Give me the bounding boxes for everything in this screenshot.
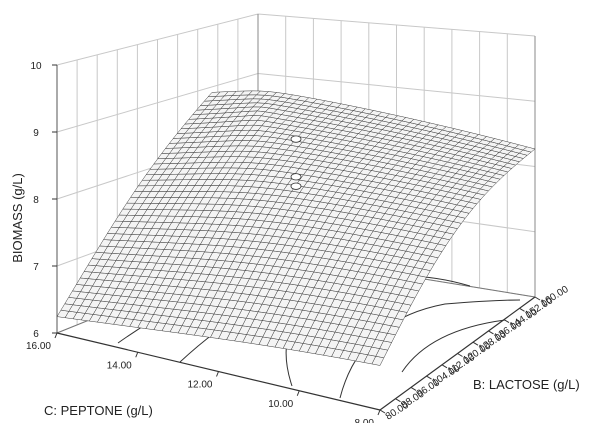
left-wall-hgrid (56, 73, 259, 133)
z-tick-label: 10 (30, 61, 42, 72)
x-tick-mark (395, 398, 401, 403)
y-tick-label: 12.00 (187, 380, 212, 391)
design-point (290, 135, 302, 143)
z-tick-label: 9 (33, 128, 39, 139)
x-axis-title: B: LACTOSE (g/L) (473, 377, 580, 392)
z-tick-label: 6 (33, 329, 39, 340)
surface-cell (522, 146, 536, 153)
design-points (290, 135, 302, 190)
x-tick-mark (410, 386, 417, 391)
y-tick-mark (377, 409, 381, 416)
x-tick-mark (519, 307, 525, 312)
surface-mesh (56, 90, 536, 366)
x-tick-label: 160.00 (539, 284, 571, 310)
z-axis-title: BIOMASS (g/L) (10, 173, 25, 263)
y-tick-mark (54, 332, 58, 339)
left-wall-hgrid (56, 13, 259, 66)
x-tick-mark (426, 375, 432, 380)
right-wall-hgrid (257, 73, 536, 102)
z-tick-label: 8 (33, 195, 39, 206)
x-tick-mark (441, 364, 448, 369)
y-tick-label: 16.00 (26, 341, 51, 352)
y-tick-mark (296, 390, 300, 396)
z-tick-label: 7 (33, 262, 39, 273)
design-point (290, 182, 302, 190)
x-tick-mark (457, 353, 463, 357)
right-wall-hgrid (257, 13, 536, 37)
y-axis-title: C: PEPTONE (g/L) (44, 403, 153, 418)
x-tick-mark (503, 319, 510, 324)
x-tick-mark (534, 296, 541, 301)
x-tick-mark (379, 409, 386, 414)
y-tick-label: 8.00 (355, 418, 375, 423)
y-tick-mark (135, 352, 139, 358)
design-point (290, 173, 302, 181)
z-axis-ticks: 6 7 8 9 10 (30, 61, 42, 340)
x-tick-mark (472, 341, 479, 346)
x-tick-mark (488, 330, 494, 335)
contour-line (339, 299, 521, 399)
y-axis-ticks: 8.00 10.00 12.00 14.00 16.00 (26, 332, 381, 423)
y-tick-label: 10.00 (268, 399, 293, 410)
y-tick-mark (216, 371, 219, 377)
y-tick-label: 14.00 (107, 360, 132, 371)
contour-line (401, 319, 506, 373)
